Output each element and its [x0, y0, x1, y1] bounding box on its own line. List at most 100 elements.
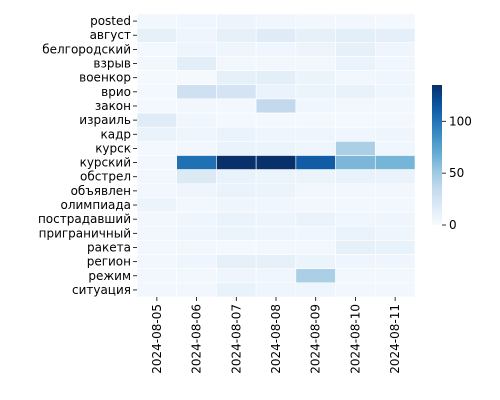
heatmap-cell	[295, 98, 336, 114]
heatmap-cell	[295, 126, 336, 142]
heatmap-cell	[176, 254, 217, 270]
y-tick-label: август	[90, 28, 131, 42]
heatmap-cell	[136, 155, 178, 170]
heatmap-cell	[255, 84, 297, 100]
heatmap-cell	[255, 112, 297, 128]
heatmap-cell	[255, 141, 297, 156]
heatmap-cell	[255, 254, 297, 270]
heatmap-cell	[255, 70, 297, 86]
heatmap-cell	[295, 70, 336, 86]
heatmap-cell	[216, 112, 257, 128]
heatmap-cell	[335, 282, 376, 298]
heatmap-cell	[136, 41, 178, 57]
x-tick-label: 2024-08-11	[388, 304, 402, 374]
heatmap-cell	[176, 155, 217, 170]
heatmap-cell	[136, 240, 178, 255]
heatmap-cell	[295, 225, 336, 241]
heatmap-cell	[374, 240, 416, 255]
heatmap-cell	[176, 126, 217, 142]
heatmap-cell	[374, 112, 416, 128]
y-tick-label: ракета	[87, 240, 131, 254]
y-tick-label: режим	[88, 269, 131, 283]
heatmap-cell	[255, 13, 297, 29]
heatmap-cell	[176, 112, 217, 128]
heatmap-cell	[216, 254, 257, 270]
heatmap-cell	[216, 211, 257, 227]
x-tick-label: 2024-08-07	[229, 304, 243, 374]
heatmap-cell	[255, 225, 297, 241]
heatmap-cells	[136, 13, 416, 298]
y-tick-label: израиль	[79, 113, 131, 127]
y-tick-label: курск	[95, 141, 131, 155]
heatmap-cell	[176, 84, 217, 100]
heatmap-cell	[295, 240, 336, 255]
heatmap-cell	[255, 126, 297, 142]
heatmap-cell	[295, 282, 336, 298]
heatmap-cell	[335, 41, 376, 57]
heatmap-cell	[335, 155, 376, 170]
heatmap-cell	[335, 70, 376, 86]
heatmap-cell	[295, 27, 336, 43]
heatmap-cell	[374, 84, 416, 100]
colorbar	[432, 85, 442, 225]
heatmap-cell	[216, 141, 257, 156]
heatmap-cell	[374, 56, 416, 71]
heatmap-cell	[335, 197, 376, 213]
heatmap-cell	[295, 41, 336, 57]
x-tick-labels: 2024-08-05 2024-08-06 2024-08-07 2024-08-08…	[150, 297, 402, 374]
heatmap-cell	[136, 84, 178, 100]
heatmap-cell	[176, 197, 217, 213]
heatmap-cell	[255, 211, 297, 227]
heatmap-cell	[136, 183, 178, 199]
heatmap-cell	[176, 41, 217, 57]
heatmap-cell	[295, 254, 336, 270]
heatmap-cell	[374, 70, 416, 86]
heatmap-cell	[176, 98, 217, 114]
heatmap-cell	[374, 141, 416, 156]
heatmap-cell	[335, 254, 376, 270]
heatmap-cell	[335, 211, 376, 227]
heatmap-cell	[176, 56, 217, 71]
heatmap-cell	[176, 282, 217, 298]
x-tick-label: 2024-08-09	[309, 304, 323, 374]
heatmap-cell	[216, 197, 257, 213]
x-tick-label: 2024-08-08	[269, 304, 283, 374]
colorbar-tick-label: 50	[449, 166, 464, 180]
heatmap-cell	[216, 70, 257, 86]
y-tick-labels: postedавгустбелгородскийвзрыввоенкорврио…	[38, 14, 137, 297]
heatmap-cell	[176, 27, 217, 43]
heatmap-cell	[216, 126, 257, 142]
heatmap-cell	[295, 197, 336, 213]
heatmap-cell	[335, 240, 376, 255]
heatmap-cell	[176, 211, 217, 227]
heatmap-cell	[295, 155, 336, 170]
heatmap-cell	[295, 183, 336, 199]
heatmap-cell	[136, 211, 178, 227]
heatmap-cell	[374, 211, 416, 227]
x-tick-label: 2024-08-06	[190, 304, 204, 374]
heatmap-cell	[335, 268, 376, 284]
heatmap-cell	[216, 225, 257, 241]
y-tick-label: взрыв	[93, 57, 131, 71]
heatmap-cell	[255, 282, 297, 298]
heatmap-cell	[216, 56, 257, 71]
heatmap-cell	[255, 169, 297, 185]
heatmap-cell	[295, 169, 336, 185]
heatmap-cell	[136, 98, 178, 114]
heatmap-cell	[216, 240, 257, 255]
heatmap-cell	[255, 240, 297, 255]
heatmap-cell	[136, 27, 178, 43]
heatmap-cell	[335, 56, 376, 71]
heatmap-cell	[374, 225, 416, 241]
heatmap-cell	[136, 13, 178, 29]
heatmap-cell	[255, 27, 297, 43]
heatmap-cell	[374, 155, 416, 170]
colorbar-tick-label: 0	[449, 218, 457, 232]
heatmap-cell	[255, 183, 297, 199]
heatmap-cell	[216, 98, 257, 114]
heatmap-cell	[255, 98, 297, 114]
heatmap-cell	[176, 70, 217, 86]
heatmap-cell	[335, 225, 376, 241]
heatmap-cell	[295, 13, 336, 29]
y-tick-label: объявлен	[71, 184, 131, 198]
